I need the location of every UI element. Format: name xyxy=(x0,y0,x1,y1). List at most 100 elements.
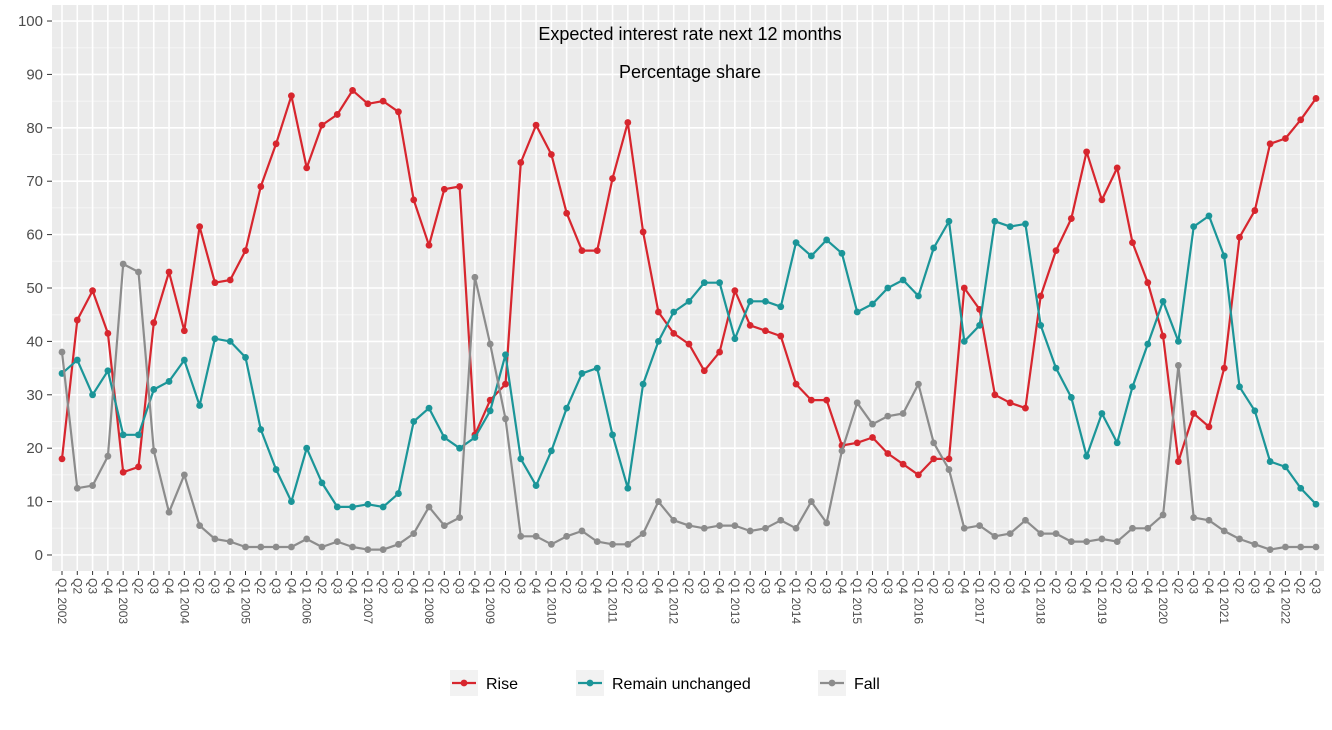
data-point-fall xyxy=(257,543,265,551)
data-point-fall xyxy=(762,524,769,532)
data-point-remain-unchanged xyxy=(379,503,387,511)
data-point-rise xyxy=(1174,458,1182,465)
data-point-fall xyxy=(165,508,173,516)
data-point-rise xyxy=(547,151,555,158)
data-point-fall xyxy=(914,380,922,388)
data-point-remain-unchanged xyxy=(547,447,555,455)
data-point-fall xyxy=(73,484,81,492)
data-point-fall xyxy=(1297,543,1305,551)
data-point-rise xyxy=(410,196,418,204)
data-point-fall xyxy=(1037,530,1045,538)
x-tick-label: Q3 xyxy=(697,578,711,594)
data-point-rise xyxy=(746,321,754,329)
data-point-remain-unchanged xyxy=(272,466,280,473)
data-point-remain-unchanged xyxy=(838,249,846,257)
data-point-remain-unchanged xyxy=(196,402,204,409)
data-point-rise xyxy=(1022,404,1029,412)
x-tick-label: Q2 xyxy=(743,578,757,594)
y-tick-label: 90 xyxy=(26,66,43,83)
data-point-rise xyxy=(379,97,387,105)
data-point-fall xyxy=(226,538,234,546)
data-point-rise xyxy=(211,279,219,287)
data-point-rise xyxy=(226,276,234,284)
data-point-fall xyxy=(1205,516,1213,524)
data-point-remain-unchanged xyxy=(456,444,464,452)
data-point-fall xyxy=(1113,538,1121,546)
data-point-remain-unchanged xyxy=(287,498,295,505)
data-point-remain-unchanged xyxy=(914,292,922,300)
x-tick-label: Q3 xyxy=(1309,578,1323,594)
data-point-fall xyxy=(211,535,219,543)
data-point-rise xyxy=(440,185,448,193)
data-point-fall xyxy=(945,466,953,473)
x-tick-label: Q2 xyxy=(1294,578,1308,594)
data-point-remain-unchanged xyxy=(655,337,662,345)
data-point-remain-unchanged xyxy=(440,434,448,441)
series-lines xyxy=(58,87,1320,554)
data-point-fall xyxy=(425,503,433,511)
data-point-fall xyxy=(1022,516,1029,524)
y-tick-label: 40 xyxy=(26,333,43,350)
data-point-fall xyxy=(960,524,968,532)
data-point-rise xyxy=(823,396,831,404)
data-point-rise xyxy=(257,183,265,190)
data-point-fall xyxy=(104,452,112,460)
data-point-rise xyxy=(425,241,433,249)
data-point-fall xyxy=(899,410,907,417)
data-point-fall xyxy=(976,522,983,530)
data-point-fall xyxy=(318,543,326,551)
data-point-rise xyxy=(58,455,66,463)
data-point-rise xyxy=(517,159,525,166)
data-point-rise xyxy=(685,340,693,348)
data-point-rise xyxy=(609,175,616,182)
data-point-remain-unchanged xyxy=(410,418,418,425)
x-tick-label: Q3 xyxy=(942,578,956,594)
data-point-fall xyxy=(1006,530,1014,538)
data-point-fall xyxy=(853,399,861,407)
data-point-fall xyxy=(395,540,402,548)
data-point-rise xyxy=(196,223,204,230)
data-point-fall xyxy=(1129,524,1136,532)
data-point-rise xyxy=(655,308,662,316)
data-point-fall xyxy=(1174,362,1182,369)
x-tick-label: Q2 xyxy=(254,578,268,594)
x-tick-label: Q4 xyxy=(468,578,482,594)
x-tick-label: Q4 xyxy=(284,578,298,594)
data-point-fall xyxy=(272,543,280,551)
data-point-remain-unchanged xyxy=(165,378,173,385)
x-tick-label: Q4 xyxy=(1141,578,1155,594)
data-point-rise xyxy=(563,209,571,217)
data-point-rise xyxy=(333,111,341,118)
data-point-remain-unchanged xyxy=(242,354,249,361)
x-tick-label: Q2 xyxy=(866,578,880,594)
data-point-rise xyxy=(1037,292,1045,300)
data-point-remain-unchanged xyxy=(624,484,632,492)
data-point-fall xyxy=(364,546,372,554)
data-point-remain-unchanged xyxy=(1144,340,1152,348)
data-point-rise xyxy=(700,367,708,375)
data-point-rise xyxy=(991,391,999,399)
x-tick-label: Q3 xyxy=(758,578,772,594)
data-point-fall xyxy=(777,516,785,524)
data-point-rise xyxy=(532,121,540,129)
data-point-rise xyxy=(1251,207,1259,214)
x-tick-label: Q2 xyxy=(131,578,145,594)
x-tick-label: Q4 xyxy=(162,578,176,594)
data-point-fall xyxy=(1052,530,1060,538)
x-tick-label: Q1 2021 xyxy=(1217,578,1231,624)
data-point-fall xyxy=(1067,538,1075,546)
data-point-remain-unchanged xyxy=(1205,212,1213,220)
data-point-remain-unchanged xyxy=(517,455,525,463)
data-point-rise xyxy=(1083,148,1091,156)
data-point-rise xyxy=(807,396,815,404)
x-tick-label: Q3 xyxy=(820,578,834,594)
data-point-remain-unchanged xyxy=(364,500,372,508)
x-tick-label: Q2 xyxy=(1110,578,1124,594)
data-point-remain-unchanged xyxy=(1067,394,1075,401)
data-point-rise xyxy=(73,316,81,324)
data-point-remain-unchanged xyxy=(593,364,601,372)
data-point-remain-unchanged xyxy=(991,217,999,225)
data-point-rise xyxy=(1129,239,1136,247)
data-point-fall xyxy=(410,530,418,538)
data-point-remain-unchanged xyxy=(1236,383,1243,391)
